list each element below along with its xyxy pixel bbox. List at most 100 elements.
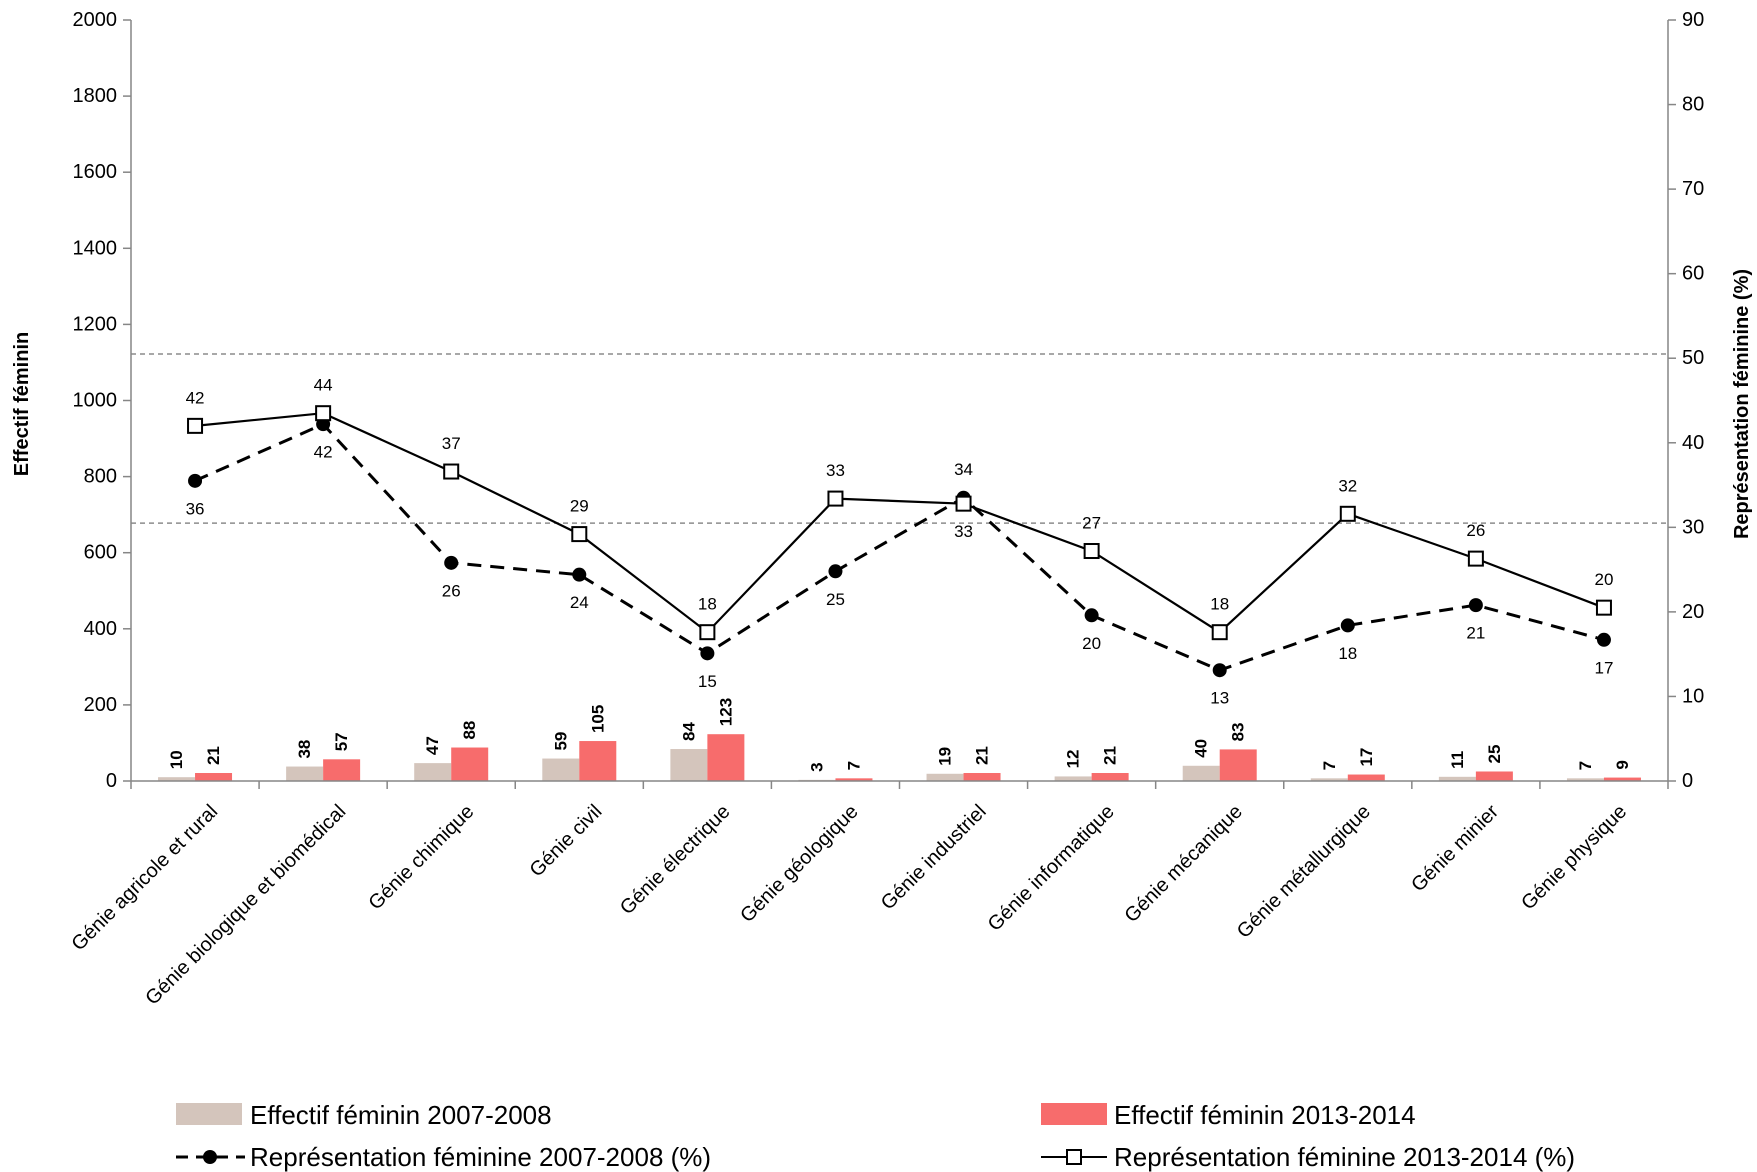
line-label-1-5: 33 <box>826 461 845 480</box>
line-label-1-7: 27 <box>1082 514 1101 533</box>
left-tick-label-8: 1600 <box>73 161 118 183</box>
bar-label-0-0: 10 <box>167 750 186 769</box>
line-label-1-1: 44 <box>314 376 333 395</box>
left-tick-label-10: 2000 <box>73 9 118 31</box>
line-marker-1-6 <box>955 495 972 512</box>
legend-label-line-2007: Représentation féminine 2007-2008 (%) <box>250 1142 711 1172</box>
bar-1-11 <box>1603 777 1641 781</box>
right-tick-label-0: 0 <box>1682 770 1693 792</box>
bar-0-11 <box>1566 778 1604 781</box>
line-marker-0-8 <box>1212 663 1227 678</box>
line-marker-0-2 <box>444 555 459 570</box>
bar-label-0-9: 7 <box>1320 761 1339 770</box>
bar-1-4 <box>707 734 745 781</box>
line-marker-1-10 <box>1467 550 1484 567</box>
line-marker-1-9 <box>1339 505 1356 522</box>
line-marker-0-4 <box>700 646 715 661</box>
line-label-1-0: 42 <box>186 388 205 407</box>
category-label-11: Génie physique <box>1517 801 1631 915</box>
line-label-1-9: 32 <box>1338 476 1357 495</box>
bar-label-1-8: 83 <box>1229 722 1248 741</box>
line-marker-0-11 <box>1596 632 1611 647</box>
bar-1-5 <box>835 778 873 781</box>
left-tick-label-9: 1800 <box>73 85 118 107</box>
line-label-0-10: 21 <box>1466 624 1485 643</box>
bar-label-0-8: 40 <box>1192 739 1211 758</box>
category-label-6: Génie industriel <box>877 801 991 915</box>
legend-item-bar-2013: Effectif féminin 2013-2014 <box>1041 1100 1416 1130</box>
line-series <box>187 405 1612 678</box>
legend-swatch-bar-2007 <box>176 1103 242 1125</box>
bar-0-8 <box>1182 765 1220 781</box>
bar-1-10 <box>1475 771 1513 781</box>
right-tick-label-7: 70 <box>1682 178 1704 200</box>
bar-label-0-4: 84 <box>679 722 698 741</box>
category-label-9: Génie métallurgique <box>1233 801 1375 943</box>
legend-swatch-bar-2013 <box>1041 1103 1107 1125</box>
bar-1-0 <box>195 773 233 781</box>
legend-item-line-2007: Représentation féminine 2007-2008 (%) <box>176 1142 711 1172</box>
left-axis-title: Effectif féminin <box>11 332 33 476</box>
bar-0-7 <box>1054 776 1092 781</box>
line-path-1 <box>194 412 1605 634</box>
right-tick-label-6: 60 <box>1682 263 1704 285</box>
line-label-0-4: 15 <box>698 672 717 691</box>
bar-label-1-5: 7 <box>844 761 863 770</box>
line-marker-0-7 <box>1084 608 1099 623</box>
legend-marker-line-2013 <box>1066 1149 1082 1165</box>
legend-label-bar-2013: Effectif féminin 2013-2014 <box>1114 1100 1416 1130</box>
bar-label-0-7: 12 <box>1064 750 1083 769</box>
bar-1-9 <box>1347 774 1385 781</box>
line-marker-0-0 <box>188 473 203 488</box>
category-label-1: Génie biologique et biomédical <box>141 801 350 1010</box>
category-label-10: Génie minier <box>1407 800 1503 896</box>
right-tick-label-4: 40 <box>1682 432 1704 454</box>
bar-0-9 <box>1310 778 1348 781</box>
category-label-8: Génie mécanique <box>1120 801 1246 927</box>
line-marker-1-4 <box>699 624 716 641</box>
category-label-2: Génie chimique <box>365 801 479 915</box>
line-label-0-1: 42 <box>314 443 333 462</box>
left-tick-label-5: 1000 <box>73 390 118 412</box>
bar-0-10 <box>1438 776 1476 781</box>
right-tick-label-5: 50 <box>1682 347 1704 369</box>
bar-label-0-3: 59 <box>551 732 570 751</box>
category-label-3: Génie civil <box>526 801 607 882</box>
bar-label-1-0: 21 <box>204 746 223 765</box>
right-tick-label-3: 30 <box>1682 516 1704 538</box>
bar-label-1-9: 17 <box>1357 748 1376 767</box>
left-tick-label-3: 600 <box>84 542 117 564</box>
line-marker-1-11 <box>1595 599 1612 616</box>
legend-marker-line-2007 <box>203 1150 217 1164</box>
line-marker-0-3 <box>572 567 587 582</box>
line-marker-0-5 <box>828 564 843 579</box>
bar-label-1-11: 9 <box>1613 760 1632 769</box>
right-tick-label-2: 20 <box>1682 601 1704 623</box>
category-label-7: Génie informatique <box>984 801 1119 936</box>
line-label-0-2: 26 <box>442 581 461 600</box>
right-tick-label-8: 80 <box>1682 94 1704 116</box>
bars <box>158 734 1641 781</box>
line-marker-1-3 <box>571 526 588 543</box>
bar-0-6 <box>926 773 964 781</box>
line-marker-1-2 <box>443 463 460 480</box>
bar-label-0-6: 19 <box>936 747 955 766</box>
line-marker-1-7 <box>1083 543 1100 560</box>
line-label-0-11: 17 <box>1594 658 1613 677</box>
bar-0-2 <box>414 763 452 781</box>
line-label-0-8: 13 <box>1210 689 1229 708</box>
bar-label-1-4: 123 <box>716 698 735 726</box>
line-marker-1-0 <box>187 417 204 434</box>
bar-1-8 <box>1219 749 1257 781</box>
bar-label-1-1: 57 <box>332 732 351 751</box>
bar-label-1-7: 21 <box>1101 746 1120 765</box>
bar-1-6 <box>963 773 1001 781</box>
data-labels: 10 38 47 59 84 3 19 12 40 7 11 7 21 57 88 105 123 7 21 21 83… <box>167 376 1632 772</box>
line-label-1-4: 18 <box>698 595 717 614</box>
line-marker-1-5 <box>827 490 844 507</box>
right-tick-label-1: 10 <box>1682 685 1704 707</box>
right-tick-label-9: 90 <box>1682 9 1704 31</box>
left-tick-label-6: 1200 <box>73 313 118 335</box>
line-label-0-5: 25 <box>826 590 845 609</box>
